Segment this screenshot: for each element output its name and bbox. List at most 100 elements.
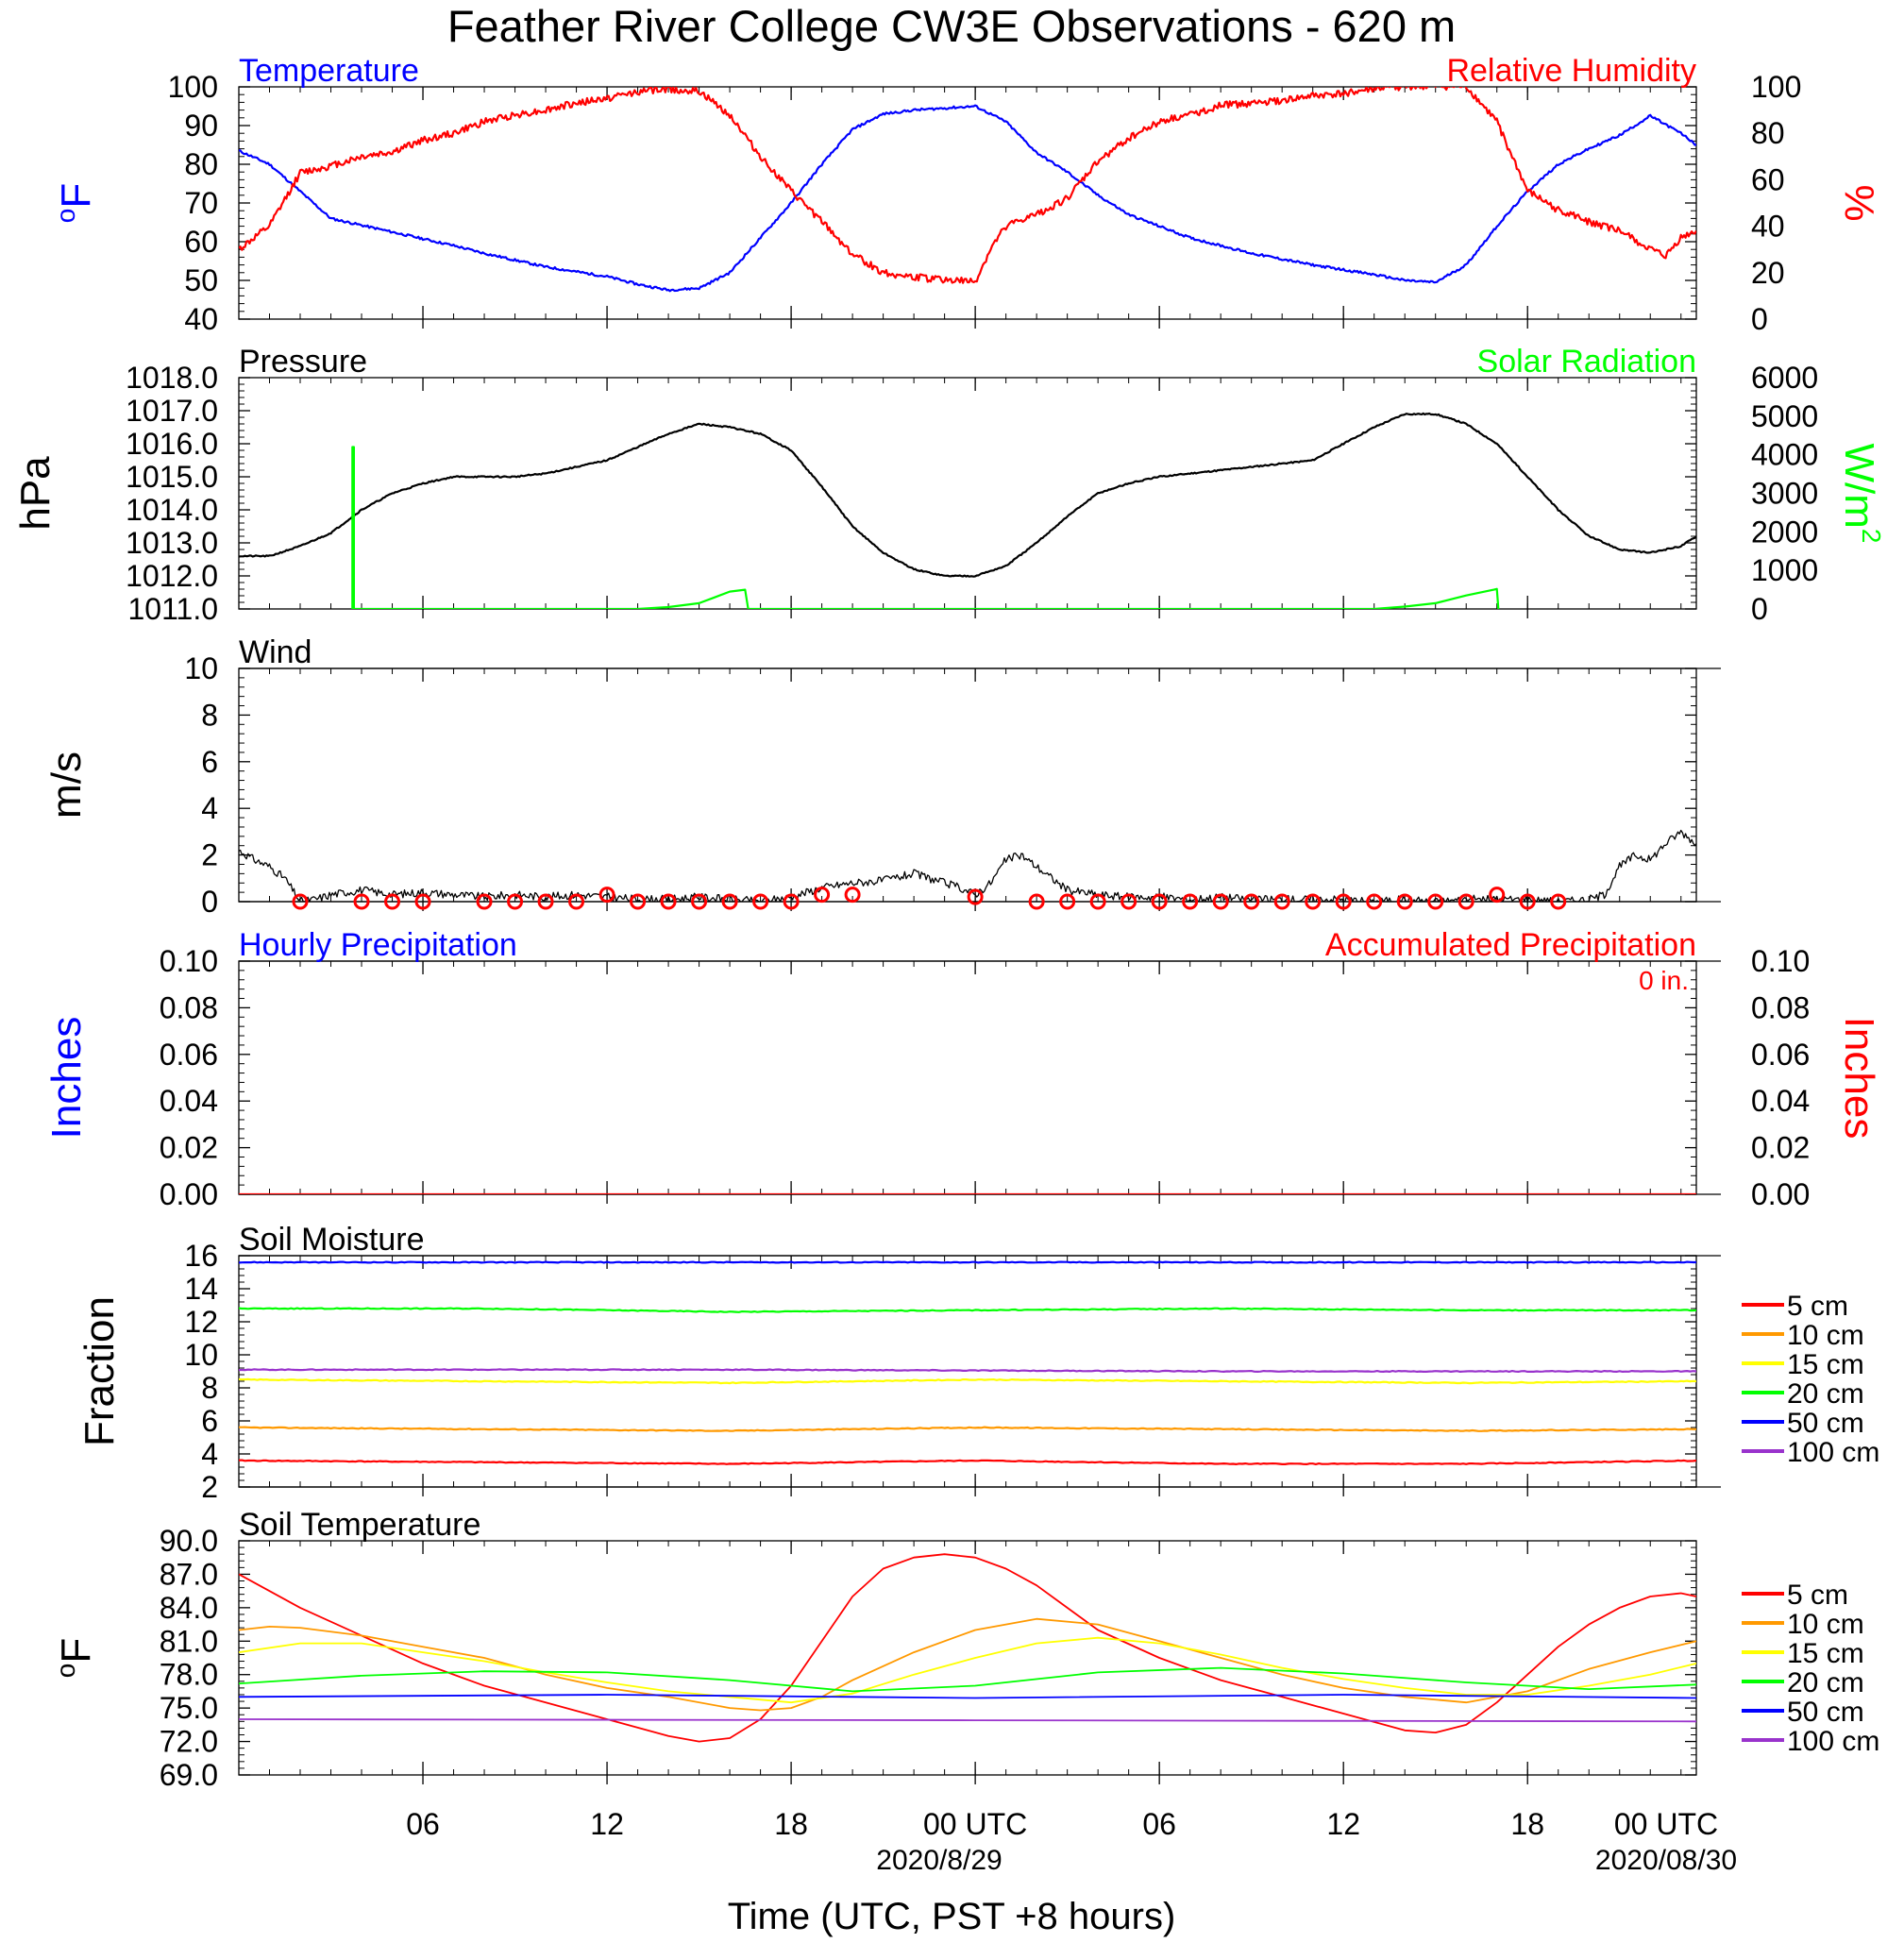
y-tick-label: 0 (201, 885, 218, 919)
legend-label: 20 cm (1787, 1378, 1864, 1410)
y-right-tick-label: 0.10 (1751, 944, 1810, 978)
degree-sup: o (51, 209, 80, 224)
wind-marker (1273, 893, 1290, 910)
y-tick-label: 80 (184, 147, 218, 181)
series-5-cm (239, 1553, 1696, 1743)
wind-marker (691, 893, 708, 910)
series-group (239, 829, 1696, 902)
legend-label: 100 cm (1787, 1726, 1879, 1757)
wind-marker (660, 893, 677, 910)
legend-label: 5 cm (1787, 1580, 1848, 1611)
y-tick-label: 90 (184, 109, 218, 143)
series-10-cm (239, 1426, 1696, 1432)
wind-marker (1120, 893, 1137, 910)
y-tick-label: 72.0 (160, 1725, 218, 1759)
wind-marker (1550, 893, 1567, 910)
y-axis-title-text: Inches (43, 1017, 90, 1140)
y-axis-title-left: Inches (43, 1017, 90, 1140)
panel-soil_temp: 90.087.084.081.078.075.072.069.0 Soil Tem… (51, 1507, 1879, 1792)
legend-label: 5 cm (1787, 1291, 1848, 1322)
wind-marker (1059, 893, 1076, 910)
y-tick-label: 0.04 (160, 1084, 218, 1118)
y-axis-title-left: hPa (12, 456, 59, 531)
series-20-cm (239, 1666, 1696, 1693)
y-tick-label: 10 (184, 651, 218, 685)
series-15-cm (239, 1377, 1696, 1385)
date-label-1: 2020/8/29 (876, 1845, 1002, 1876)
panel-pressure_solar: 1018.01017.01016.01015.01014.01013.01012… (12, 344, 1886, 626)
unit-main: F (53, 1638, 99, 1664)
y-tick-label: 2 (201, 1470, 218, 1504)
series-relative-humidity (239, 87, 1696, 284)
wind-marker (630, 893, 647, 910)
wind-marker (1457, 893, 1474, 910)
wind-marker (1212, 893, 1229, 910)
y-right-tick-label: 1000 (1751, 553, 1818, 587)
y-axis-title-left: oF (51, 183, 99, 223)
wind-marker (568, 893, 585, 910)
y-tick-label: 70 (184, 186, 218, 220)
panel-precip: 0.10 0.08 0.06 0.04 0.02 0.00 0.10 0.08 0.06 0.04… (43, 927, 1882, 1211)
plot-frame (238, 1540, 1697, 1776)
wind-marker (844, 887, 861, 904)
wind-marker (476, 893, 493, 910)
wind-marker (967, 888, 984, 905)
legend-label: 10 cm (1787, 1320, 1864, 1351)
series-20-cm (239, 1307, 1696, 1313)
panel-temp_rh: 100 90 80 70 60 50 40 100 80 60 40 20 0 Temperature Re… (51, 53, 1882, 336)
y-tick-label: 12 (184, 1305, 218, 1339)
wind-marker (292, 893, 309, 910)
panel-title-left: Temperature (239, 53, 419, 89)
panel-title-left: Pressure (239, 344, 367, 380)
x-tick-label: 06 (406, 1807, 440, 1841)
y-tick-label: 14 (184, 1272, 218, 1306)
wind-marker (507, 893, 524, 910)
y-tick-label: 1018.0 (126, 361, 218, 395)
y-right-tick-label: 100 (1751, 70, 1801, 104)
panel-title-left: Soil Temperature (239, 1507, 480, 1543)
y-right-tick-label: 0 (1751, 592, 1768, 626)
y-axis-title-text: % (1836, 184, 1882, 221)
y-right-tick-label: 4000 (1751, 438, 1818, 472)
y-tick-label: 81.0 (160, 1624, 218, 1658)
y-right-tick-label: 0.06 (1751, 1038, 1810, 1072)
wind-marker (414, 893, 431, 910)
wind-marker (1151, 893, 1168, 910)
y-right-tick-label: 6000 (1751, 361, 1818, 395)
series-100-cm (239, 1718, 1696, 1723)
plot-frame (238, 667, 1697, 903)
y-tick-label: 40 (184, 302, 218, 336)
y-axis-title-text: Inches (1836, 1017, 1882, 1140)
series-temperature (239, 104, 1696, 293)
series-10-cm (239, 1617, 1696, 1712)
y-axis-title-text: m/s (43, 752, 90, 819)
series-50-cm (239, 1260, 1696, 1264)
wind-marker (1519, 893, 1536, 910)
y-right-tick-label: 0.04 (1751, 1084, 1810, 1118)
legend-label: 50 cm (1787, 1697, 1864, 1728)
y-tick-label: 6 (201, 745, 218, 779)
series-group (239, 412, 1696, 609)
unit-sup: 2 (1857, 529, 1886, 544)
wind-marker (814, 887, 831, 904)
x-tick-label: 18 (774, 1807, 808, 1841)
panel-title-right: Relative Humidity (1446, 53, 1696, 89)
y-tick-label: 0.06 (160, 1038, 218, 1072)
y-tick-label: 0.00 (160, 1177, 218, 1211)
y-tick-label: 4 (201, 791, 218, 825)
legend-label: 100 cm (1787, 1437, 1879, 1468)
y-tick-label: 10 (184, 1338, 218, 1372)
x-tick-label: 00 UTC (923, 1807, 1027, 1841)
y-axis-title-right: % (1836, 184, 1882, 221)
x-tick-label: 18 (1510, 1807, 1544, 1841)
series-group (239, 1553, 1696, 1743)
series-group (239, 87, 1696, 293)
series-15-cm (239, 1636, 1696, 1704)
series-group (239, 1260, 1696, 1465)
unit-main: W/m (1836, 444, 1882, 529)
y-right-tick-label: 20 (1751, 256, 1785, 290)
plot-frame (238, 377, 1697, 610)
y-tick-label: 6 (201, 1404, 218, 1438)
